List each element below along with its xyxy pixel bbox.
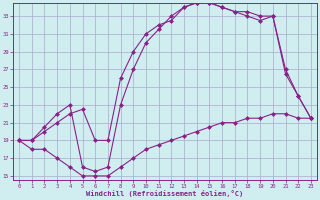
- X-axis label: Windchill (Refroidissement éolien,°C): Windchill (Refroidissement éolien,°C): [86, 190, 244, 197]
